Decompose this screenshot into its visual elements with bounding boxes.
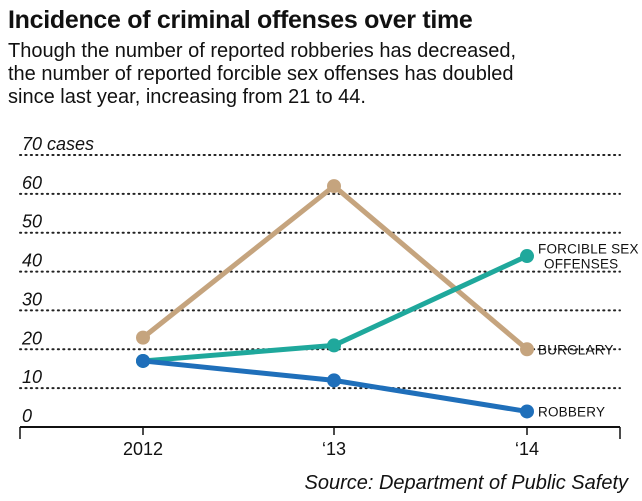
data-point: [327, 338, 341, 353]
chart-title: Incidence of criminal offenses over time: [8, 6, 473, 34]
x-tick-label: 2012: [123, 439, 163, 459]
y-tick-label: 0: [22, 406, 32, 426]
subtitle-line: Though the number of reported robberies …: [8, 40, 517, 62]
data-point: [520, 404, 534, 419]
series-label: OFFENSES: [544, 257, 618, 272]
series-label: ROBBERY: [538, 404, 605, 419]
series-label: BURGLARY: [538, 342, 614, 357]
y-tick-label: 40: [22, 251, 42, 271]
x-axis: 2012 ‘13 ‘14: [19, 426, 621, 459]
x-tick-label: ‘13: [322, 439, 346, 459]
y-tick-label: 30: [22, 289, 42, 309]
data-point: [520, 249, 534, 264]
data-point: [327, 179, 341, 194]
subtitle-line: since last year, increasing from 21 to 4…: [8, 86, 366, 108]
y-tick-label: 10: [22, 367, 42, 387]
y-tick-label: 50: [22, 212, 42, 232]
line-chart: 0 10 20 30 40 50 60 70 cases 2012 ‘13 ‘14 BURGLAR…: [19, 134, 639, 459]
subtitle-line: the number of reported forcible sex offe…: [8, 63, 514, 85]
y-tick-label: 70 cases: [22, 134, 94, 154]
y-axis-ticks: 0 10 20 30 40 50 60 70 cases: [21, 134, 94, 426]
chart-subtitle: Though the number of reported robberies …: [8, 40, 638, 109]
y-tick-label: 20: [21, 328, 42, 348]
data-point: [136, 353, 150, 368]
y-tick-label: 60: [22, 173, 42, 193]
series-label: FORCIBLE SEX: [538, 242, 639, 257]
data-point: [520, 342, 534, 357]
data-points: [136, 179, 534, 419]
data-point: [327, 373, 341, 388]
data-point: [136, 330, 150, 345]
series-line: [140, 183, 530, 352]
x-tick-label: ‘14: [515, 439, 539, 459]
source-note: Source: Department of Public Safety: [304, 472, 629, 494]
